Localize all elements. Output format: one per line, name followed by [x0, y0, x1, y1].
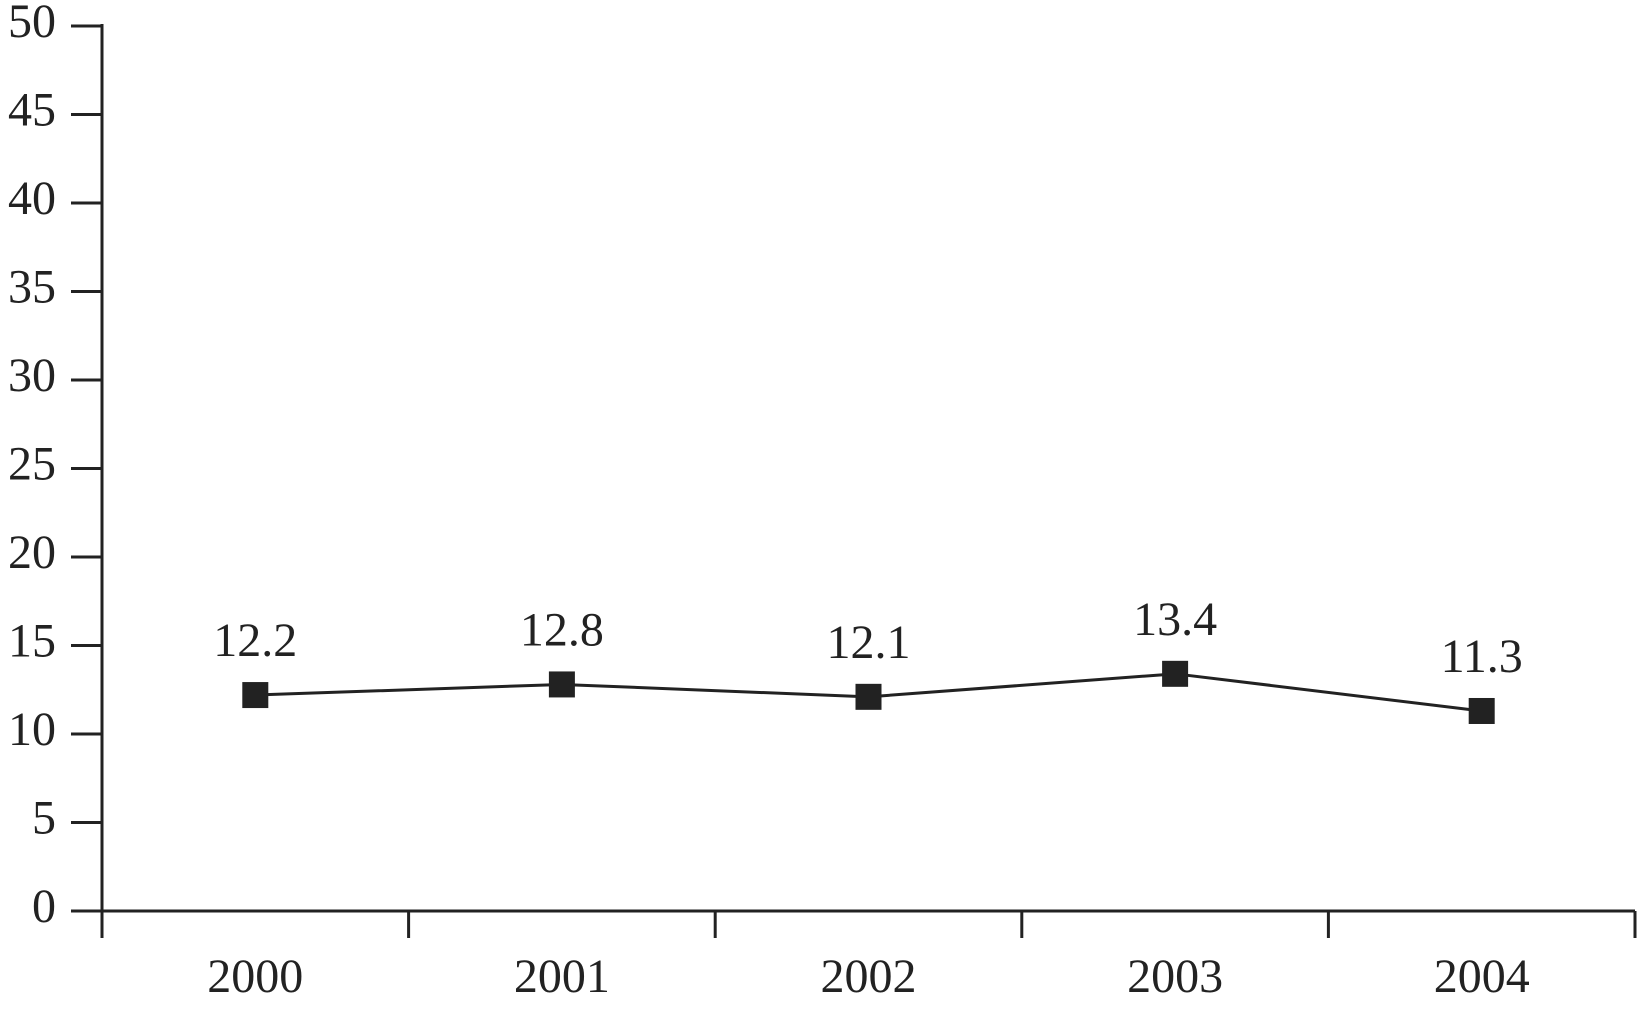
marker	[1468, 697, 1495, 724]
x-tick-label: 2002	[821, 950, 917, 1003]
y-tick-label: 50	[8, 0, 56, 48]
marker	[242, 682, 269, 709]
y-tick-label: 20	[8, 526, 56, 579]
data-label: 11.3	[1441, 630, 1523, 683]
y-tick-label: 45	[8, 84, 56, 137]
y-tick-label: 40	[8, 172, 56, 225]
x-tick-label: 2003	[1127, 950, 1223, 1003]
data-label: 12.2	[213, 614, 297, 667]
marker	[855, 683, 882, 710]
y-tick-label: 10	[8, 703, 56, 756]
y-tick-label: 0	[32, 880, 56, 933]
y-tick-label: 30	[8, 349, 56, 402]
data-label: 12.1	[827, 616, 911, 669]
marker	[1162, 660, 1189, 687]
data-label: 12.8	[520, 603, 604, 656]
marker	[548, 671, 575, 698]
x-tick-label: 2004	[1434, 950, 1530, 1003]
y-tick-label: 5	[32, 792, 56, 845]
data-label: 13.4	[1133, 593, 1217, 646]
x-tick-label: 2001	[514, 950, 610, 1003]
y-tick-label: 15	[8, 615, 56, 668]
y-tick-label: 35	[8, 261, 56, 314]
x-tick-label: 2000	[207, 950, 303, 1003]
y-tick-label: 25	[8, 438, 56, 491]
